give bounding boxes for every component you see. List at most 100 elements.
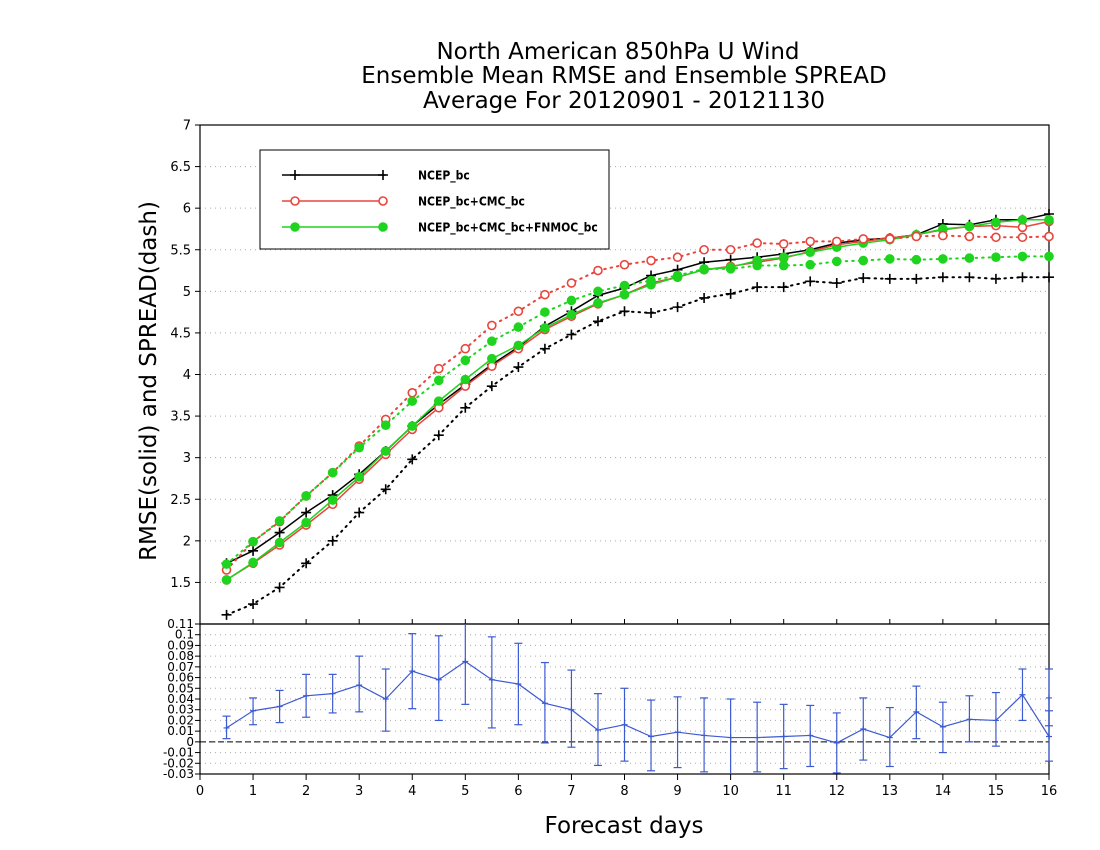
data-point <box>1017 215 1028 225</box>
legend-entry: NCEP_bc+CMC_bc <box>282 195 525 210</box>
data-point <box>778 252 789 263</box>
data-point <box>221 575 232 585</box>
data-point <box>515 681 522 687</box>
series-line <box>226 213 1050 564</box>
data-point <box>991 217 1001 228</box>
data-point <box>274 582 285 593</box>
bottom-y-tick-label: 0.05 <box>167 681 194 695</box>
top-y-tick-label: 6 <box>183 202 191 217</box>
data-point <box>619 280 630 291</box>
data-point <box>301 517 311 528</box>
x-tick-label: 4 <box>408 784 416 799</box>
data-point <box>487 336 497 347</box>
bottom-y-tick-label: -0.03 <box>163 767 194 781</box>
top-y-tick-label: 4.5 <box>170 326 191 341</box>
data-point <box>354 442 364 453</box>
legend-marker <box>290 222 300 232</box>
bottom-series-group <box>222 624 1053 774</box>
data-point <box>407 396 418 406</box>
series-2 <box>221 215 1054 585</box>
x-tick-label: 0 <box>196 784 204 799</box>
legend-entry: NCEP_bc <box>282 169 470 184</box>
x-tick-label: 15 <box>988 784 1005 799</box>
data-point <box>541 700 548 707</box>
bottom-y-tick-label: -0.02 <box>163 756 194 770</box>
data-point <box>540 307 550 317</box>
series-line <box>226 220 1050 581</box>
data-point <box>433 375 444 386</box>
data-point <box>1044 251 1054 262</box>
series-1 <box>221 216 1054 585</box>
data-point <box>274 537 285 548</box>
data-point <box>778 282 789 293</box>
bottom-y-tick-label: 0 <box>186 735 194 749</box>
data-point <box>1044 215 1054 225</box>
data-point <box>248 599 259 610</box>
data-point <box>621 721 628 728</box>
data-point <box>937 272 948 283</box>
legend-label: NCEP_bc+CMC_bc <box>418 195 525 210</box>
data-point <box>274 527 285 538</box>
x-tick-label: 6 <box>514 784 522 799</box>
x-tick-label: 12 <box>828 784 845 799</box>
data-point <box>409 668 416 675</box>
bottom-y-tick-label: 0.09 <box>167 638 194 652</box>
bottom-y-tick-label: 0.03 <box>167 703 194 717</box>
x-tick-label: 1 <box>249 784 257 799</box>
top-y-tick-label: 5 <box>183 285 191 300</box>
top-y-tick-label: 6.5 <box>170 160 191 175</box>
bottom-y-tick-label: 0.08 <box>167 649 194 663</box>
legend-label: NCEP_bc+CMC_bc+FNMOC_bc <box>418 221 598 236</box>
data-point <box>593 298 603 308</box>
data-point <box>513 362 524 373</box>
data-point <box>513 322 524 332</box>
data-point <box>327 467 338 478</box>
data-point <box>964 272 975 283</box>
top-y-tick-label: 2 <box>183 534 191 549</box>
data-point <box>1019 691 1026 698</box>
data-point <box>938 230 948 241</box>
data-point <box>805 259 816 270</box>
data-point <box>329 690 336 697</box>
data-point <box>354 471 364 482</box>
data-point <box>380 446 391 456</box>
data-point <box>699 264 709 274</box>
data-point <box>805 247 816 258</box>
chart-title: North American 850hPa U Wind Ensemble Me… <box>361 39 886 114</box>
data-point <box>858 255 869 266</box>
series-4 <box>221 230 1054 575</box>
data-point <box>725 288 736 299</box>
x-tick-label: 7 <box>567 784 575 799</box>
data-point <box>938 254 948 264</box>
legend-marker <box>378 222 388 232</box>
data-point <box>672 302 683 313</box>
data-point <box>725 264 736 274</box>
x-tick-label: 16 <box>1041 784 1058 799</box>
data-point <box>672 270 683 281</box>
data-point <box>568 706 575 713</box>
data-point <box>248 536 258 547</box>
data-point <box>646 307 657 318</box>
data-point <box>221 609 232 620</box>
data-point <box>274 516 285 526</box>
y-axis-label: RMSE(solid) and SPREAD(dash) <box>136 201 162 561</box>
data-point <box>566 329 577 340</box>
bottom-y-tick-label: 0.1 <box>175 628 194 642</box>
x-tick-label: 10 <box>722 784 739 799</box>
x-tick-label: 3 <box>355 784 363 799</box>
legend-marker <box>290 170 300 180</box>
data-point <box>460 355 471 366</box>
data-point <box>701 732 708 739</box>
data-point <box>248 557 258 568</box>
bottom-y-tick-label: -0.01 <box>163 746 194 760</box>
data-point <box>221 559 232 569</box>
data-point <box>885 254 895 264</box>
x-tick-label: 5 <box>461 784 469 799</box>
data-point <box>831 236 842 247</box>
data-point <box>1046 694 1052 701</box>
data-point <box>433 363 444 374</box>
title-line-2: Ensemble Mean RMSE and Ensemble SPREAD <box>361 63 886 89</box>
data-point <box>805 276 816 287</box>
title-line-1: North American 850hPa U Wind <box>436 39 799 65</box>
